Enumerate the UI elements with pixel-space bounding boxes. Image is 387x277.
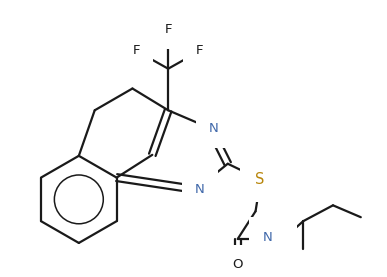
Text: F: F <box>196 44 204 57</box>
Text: N: N <box>209 122 219 135</box>
Text: F: F <box>164 23 172 36</box>
Text: O: O <box>233 258 243 271</box>
Text: N: N <box>263 230 272 243</box>
Text: F: F <box>133 44 140 57</box>
Text: H: H <box>275 230 284 243</box>
Text: S: S <box>255 172 264 187</box>
Text: N: N <box>195 183 205 196</box>
